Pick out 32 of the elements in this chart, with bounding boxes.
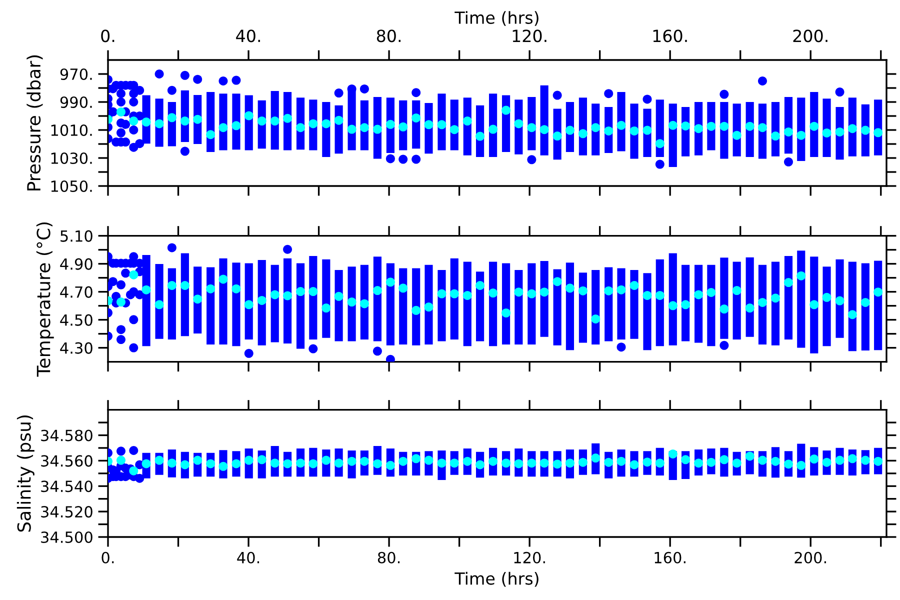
x-axis-title: Time (hrs) <box>454 572 538 587</box>
y-tick-label: 34.500 <box>41 531 92 544</box>
y-tick-label: 970. <box>60 68 92 80</box>
x2-tick-label: 160. <box>653 30 687 42</box>
y-tick-label: 4.70 <box>60 286 92 298</box>
x-tick-label: 0. <box>102 552 114 564</box>
y-tick-label: 4.30 <box>60 342 92 354</box>
x-tick-label: 120. <box>514 552 545 564</box>
y-tick-label: 990. <box>60 96 92 108</box>
y-tick-label: 34.560 <box>41 455 92 467</box>
y-axis-title: Salinity (psu) <box>16 415 34 532</box>
y-tick-label: 4.90 <box>60 258 92 270</box>
x-tick-label: 80. <box>378 552 400 564</box>
y-tick-label: 1050. <box>51 180 92 192</box>
x2-tick-label: 200. <box>793 30 828 42</box>
y-axis-title: Pressure (dbar) <box>26 55 43 190</box>
y-tick-label: 5.10 <box>60 230 92 242</box>
x2-tick-label: 80. <box>376 30 400 42</box>
x-tick-label: 160. <box>654 552 686 564</box>
x-tick-label: 200. <box>794 552 826 564</box>
y-tick-label: 1010. <box>51 124 92 136</box>
y-tick-label: 34.540 <box>41 480 92 492</box>
y-tick-label: 34.520 <box>41 506 92 518</box>
x2-axis-title: Time (hrs) <box>454 11 538 26</box>
x-tick-label: 40. <box>237 552 260 564</box>
y-tick-label: 34.580 <box>41 430 92 442</box>
x2-tick-label: 0. <box>101 30 114 42</box>
y-axis-title: Temperature (°C) <box>36 222 54 377</box>
y-tick-label: 4.50 <box>60 314 92 326</box>
x2-tick-label: 40. <box>236 30 260 42</box>
x2-tick-label: 120. <box>512 30 546 42</box>
y-tick-label: 1030. <box>51 152 92 164</box>
